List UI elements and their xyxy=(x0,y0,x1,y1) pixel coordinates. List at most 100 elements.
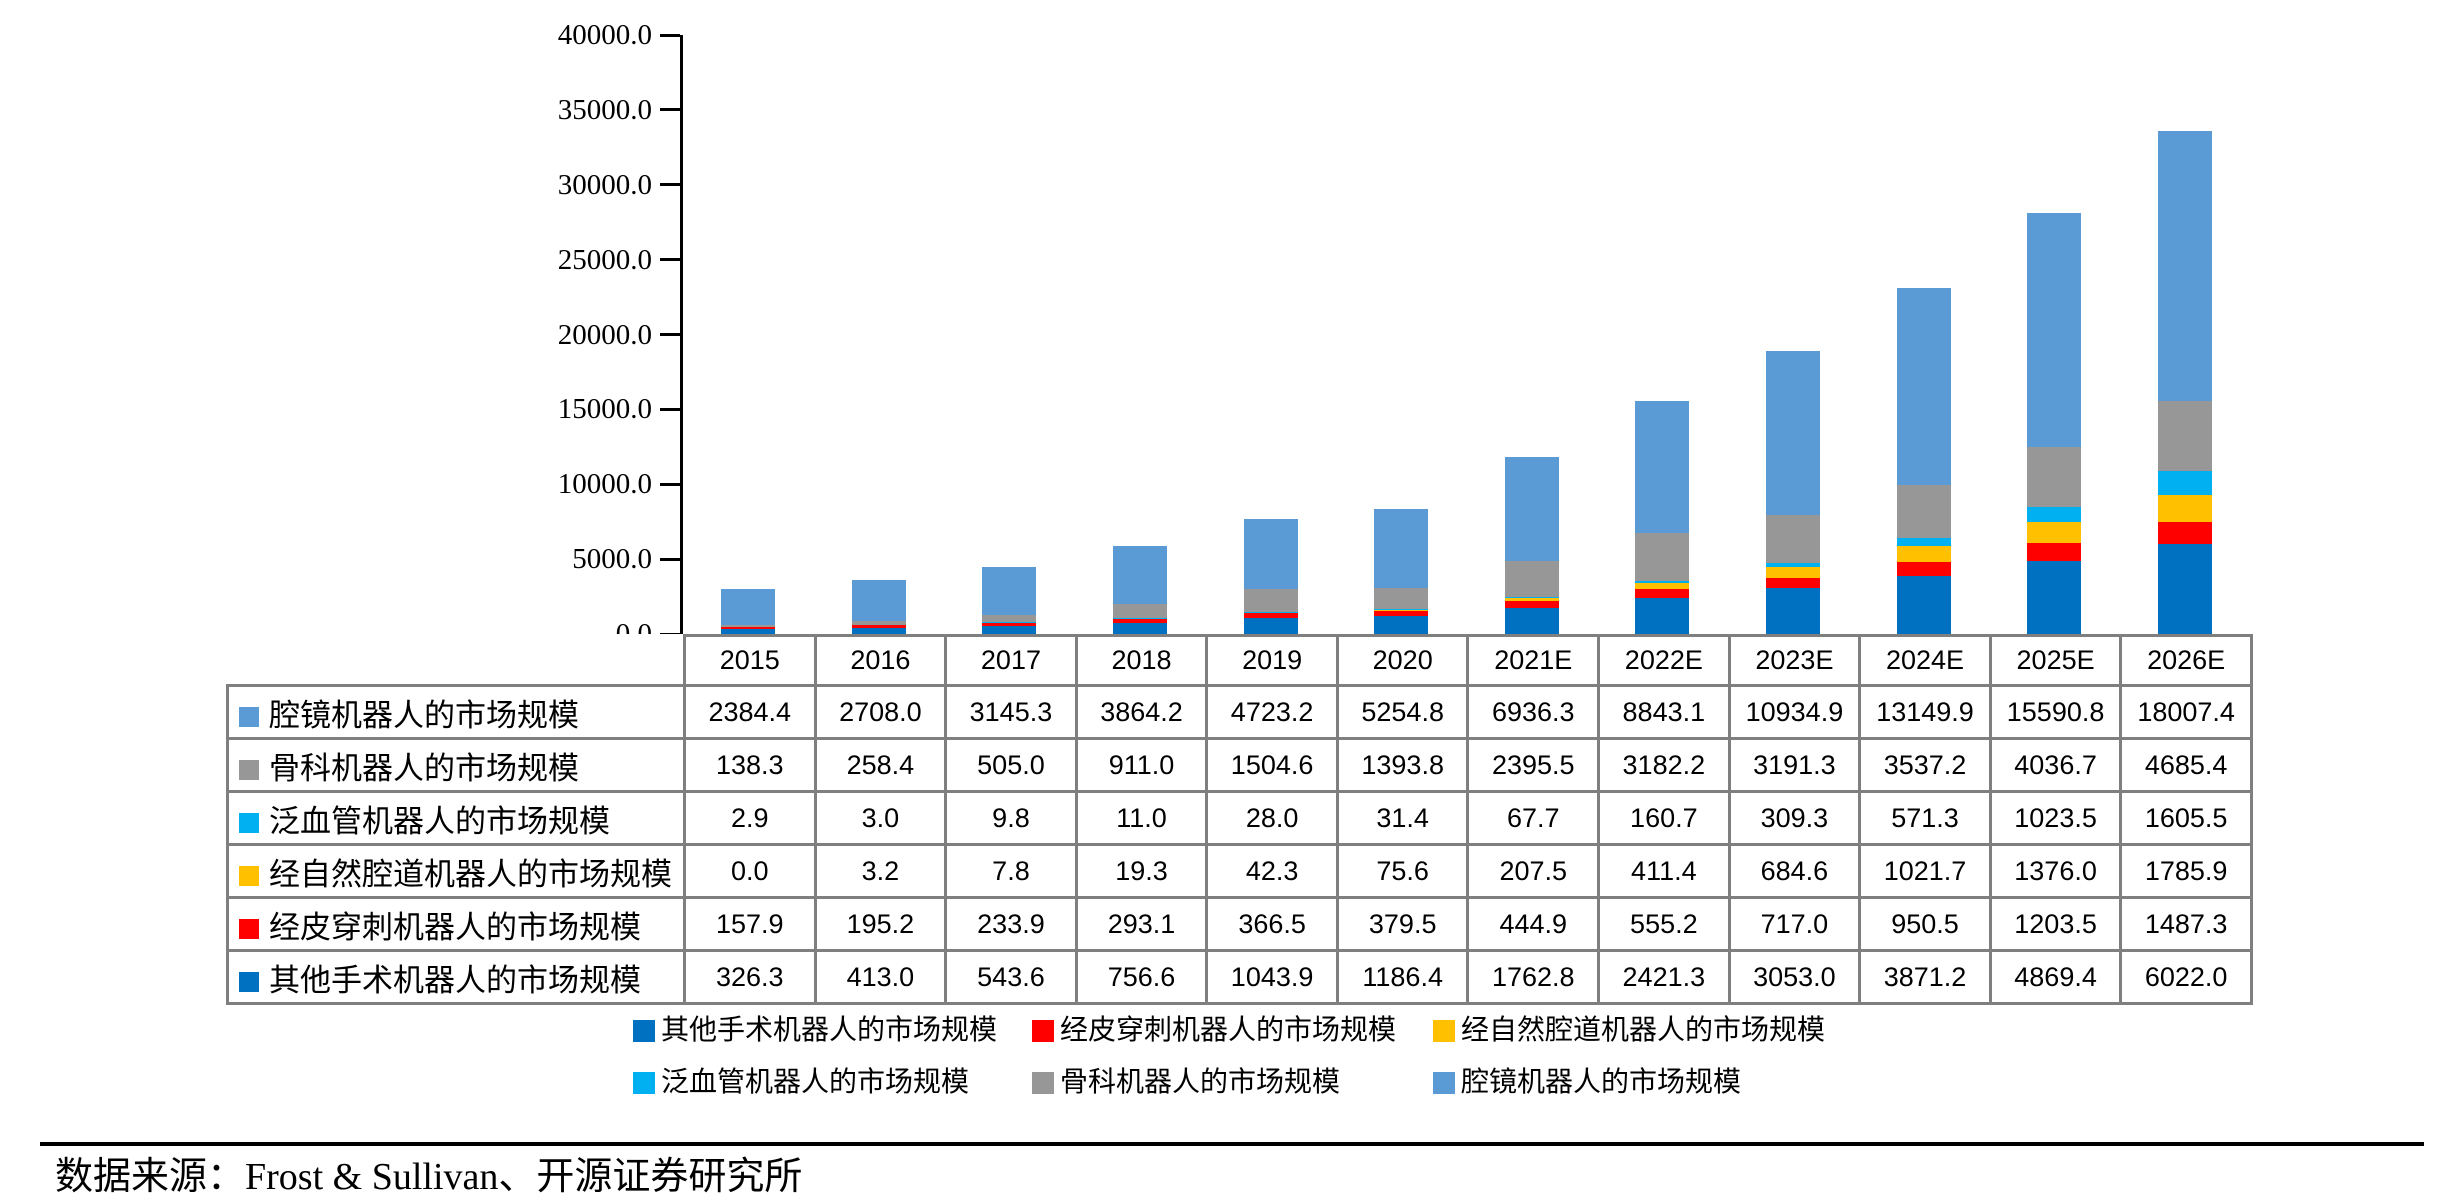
y-axis-tick-mark xyxy=(660,333,680,336)
bar-segment-2026E xyxy=(2157,400,2212,471)
bar-segment-2025E xyxy=(2027,446,2082,508)
bar-segment-2023E xyxy=(1765,351,1820,515)
value-cell: 2.9 xyxy=(683,790,817,846)
bar-segment-2025E xyxy=(2027,522,2082,544)
bar-segment-2022E xyxy=(1635,583,1690,590)
series-label: 泛血管机器人的市场规模 xyxy=(269,803,610,839)
table-legend-key-icon xyxy=(239,865,259,886)
bar-segment-2022E xyxy=(1635,589,1690,598)
value-cell: 571.3 xyxy=(1858,790,1992,846)
value-cell: 2421.3 xyxy=(1597,949,1731,1005)
value-cell: 9.8 xyxy=(944,790,1078,846)
value-cell: 42.3 xyxy=(1205,843,1339,899)
value-cell: 1393.8 xyxy=(1335,737,1470,793)
bar-segment-2024E xyxy=(1896,288,1951,485)
value-cell: 326.3 xyxy=(683,949,817,1005)
source-note: 数据来源：Frost & Sullivan、开源证券研究所 xyxy=(55,1156,803,1198)
legend-swatch-icon xyxy=(1433,1072,1455,1094)
value-cell: 3053.0 xyxy=(1727,949,1862,1005)
value-cell: 684.6 xyxy=(1727,843,1862,899)
bar-segment-2016 xyxy=(851,627,906,634)
value-cell: 1762.8 xyxy=(1466,949,1601,1005)
value-cell: 4723.2 xyxy=(1205,684,1339,740)
legend-item-label: 经皮穿刺机器人的市场规模 xyxy=(1060,1015,1397,1046)
bar-segment-2022E xyxy=(1635,597,1690,634)
value-cell: 444.9 xyxy=(1466,896,1601,952)
value-cell: 1043.9 xyxy=(1205,949,1339,1005)
y-axis-tick-label: 30000.0 xyxy=(557,168,652,201)
bar-segment-2017 xyxy=(982,622,1037,626)
table-row: 其他手术机器人的市场规模 326.3 413.0 543.6 756.6 1043.9 11… xyxy=(226,949,2253,1005)
legend-item-label: 泛血管机器人的市场规模 xyxy=(661,1067,970,1098)
bar-segment-2019 xyxy=(1243,518,1298,590)
value-cell: 8843.1 xyxy=(1597,684,1731,740)
value-cell: 11.0 xyxy=(1074,790,1209,846)
y-axis-tick-label: 5000.0 xyxy=(572,543,652,576)
legend-swatch-icon xyxy=(633,1072,655,1094)
bar-segment-2020 xyxy=(1374,509,1429,589)
y-axis-tick-label: 35000.0 xyxy=(557,93,652,126)
bar-segment-2019 xyxy=(1243,589,1298,612)
bar-segment-2025E xyxy=(2027,561,2082,634)
value-cell: 138.3 xyxy=(683,737,817,793)
value-cell: 1021.7 xyxy=(1858,843,1992,899)
value-cell: 505.0 xyxy=(944,737,1078,793)
series-label-cell: 骨科机器人的市场规模 xyxy=(226,737,686,793)
value-cell: 3871.2 xyxy=(1858,949,1992,1005)
bar-segment-2016 xyxy=(851,620,906,625)
value-cell: 3.0 xyxy=(813,790,948,846)
value-cell: 950.5 xyxy=(1858,896,1992,952)
bar-segment-2016 xyxy=(851,580,906,621)
bar-segment-2021E xyxy=(1504,457,1559,561)
bar-segment-2017 xyxy=(982,567,1037,615)
series-label-cell: 经自然腔道机器人的市场规模 xyxy=(226,843,686,899)
legend-swatch-icon xyxy=(1032,1020,1054,1042)
value-cell: 717.0 xyxy=(1727,896,1862,952)
year-header-cell: 2025E xyxy=(1988,634,2123,687)
value-cell: 3.2 xyxy=(813,843,948,899)
value-cell: 309.3 xyxy=(1727,790,1862,846)
bar-segment-2025E xyxy=(2027,543,2082,562)
value-cell: 18007.4 xyxy=(2119,684,2253,740)
value-cell: 911.0 xyxy=(1074,737,1209,793)
bar-segment-2024E xyxy=(1896,484,1951,538)
series-label: 其他手术机器人的市场规模 xyxy=(269,962,641,998)
year-header-cell: 2018 xyxy=(1074,634,1209,687)
y-axis-tick-mark xyxy=(660,482,680,486)
bar-segment-2024E xyxy=(1896,576,1951,634)
bar-segment-2023E xyxy=(1765,562,1820,568)
legend-item: 骨科机器人的市场规模 xyxy=(1032,1066,1340,1100)
series-label: 骨科机器人的市场规模 xyxy=(269,750,579,786)
y-axis-tick-mark xyxy=(660,108,680,112)
value-cell: 75.6 xyxy=(1335,843,1470,899)
series-label-cell: 泛血管机器人的市场规模 xyxy=(226,790,686,846)
y-axis-tick-mark xyxy=(660,557,680,561)
bar-segment-2021E xyxy=(1504,560,1559,597)
table-row: 骨科机器人的市场规模 138.3 258.4 505.0 911.0 1504.6 1393… xyxy=(226,737,2253,793)
year-header-cell: 2017 xyxy=(944,634,1078,687)
value-cell: 3537.2 xyxy=(1858,737,1992,793)
value-cell: 293.1 xyxy=(1074,896,1209,952)
value-cell: 3191.3 xyxy=(1727,737,1862,793)
table-legend-key-icon xyxy=(239,759,259,780)
value-cell: 195.2 xyxy=(813,896,948,952)
bar-segment-2025E xyxy=(2027,507,2082,523)
year-header-cell: 2026E xyxy=(2119,634,2253,687)
value-cell: 10934.9 xyxy=(1727,684,1862,740)
series-label-cell: 经皮穿刺机器人的市场规模 xyxy=(226,896,686,952)
bar-segment-2015 xyxy=(721,588,776,625)
bar-segment-2019 xyxy=(1243,612,1298,619)
year-header-cell: 2021E xyxy=(1466,634,1601,687)
value-cell: 160.7 xyxy=(1597,790,1731,846)
y-axis-tick-mark xyxy=(660,33,680,37)
y-axis-tick-label: 25000.0 xyxy=(557,243,652,276)
value-cell: 19.3 xyxy=(1074,843,1209,899)
bar-segment-2023E xyxy=(1765,514,1820,563)
value-cell: 258.4 xyxy=(813,737,948,793)
value-cell: 1504.6 xyxy=(1205,737,1339,793)
value-cell: 3145.3 xyxy=(944,684,1078,740)
series-label: 经自然腔道机器人的市场规模 xyxy=(269,856,672,892)
y-axis-tick-mark xyxy=(660,407,680,411)
value-cell: 157.9 xyxy=(683,896,817,952)
bar-segment-2021E xyxy=(1504,600,1559,608)
